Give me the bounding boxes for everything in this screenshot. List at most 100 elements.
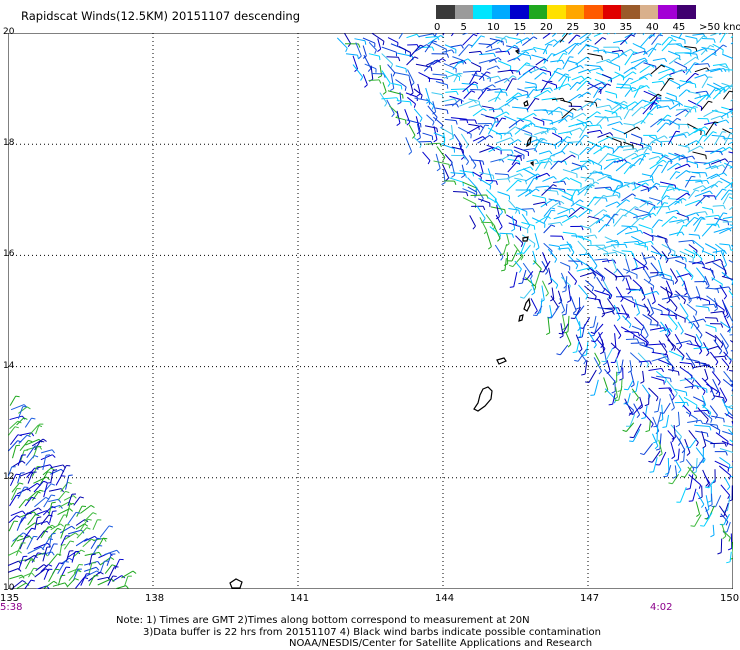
wind-barb-flag — [471, 90, 476, 93]
wind-barb — [73, 549, 82, 558]
longitude-label: 147 — [580, 593, 600, 604]
wind-barb — [593, 145, 607, 155]
wind-barb-flag — [482, 218, 486, 222]
wind-barb — [569, 177, 582, 184]
wind-barb-flag — [616, 201, 621, 206]
wind-barb-flag — [698, 484, 702, 489]
wind-barb — [587, 158, 602, 167]
wind-barb — [594, 258, 608, 261]
wind-barb-flag — [55, 568, 60, 571]
wind-barb — [345, 53, 358, 56]
wind-barb — [623, 268, 638, 276]
wind-barb-flag — [460, 44, 464, 49]
wind-barb — [471, 74, 484, 78]
wind-barb-flag — [678, 469, 682, 474]
wind-barb — [669, 102, 680, 110]
wind-barb-flag — [473, 99, 477, 104]
wind-barb — [627, 393, 631, 404]
wind-barb-flag — [677, 57, 682, 61]
wind-barb — [719, 177, 732, 185]
wind-barb-flag — [646, 342, 649, 347]
colorbar-label: 15 — [513, 22, 527, 33]
wind-barb — [494, 173, 509, 176]
wind-barb-flag — [588, 185, 593, 189]
wind-barb — [649, 164, 660, 178]
wind-barb — [710, 147, 724, 155]
wind-barb-flag — [533, 36, 538, 40]
wind-barb-flag — [455, 91, 459, 96]
wind-barb — [477, 87, 488, 100]
wind-barb — [685, 179, 701, 182]
wind-barb-flag — [459, 61, 464, 64]
wind-barb — [728, 151, 733, 154]
wind-barb — [688, 429, 699, 443]
wind-barb — [685, 459, 695, 470]
wind-barb — [640, 113, 650, 125]
wind-barb-flag — [656, 97, 661, 99]
wind-barb-flag — [568, 114, 573, 118]
wind-barb — [522, 168, 537, 177]
wind-barb — [63, 495, 74, 501]
wind-barb-flag — [583, 360, 587, 365]
wind-barb-flag — [400, 85, 403, 90]
wind-barb — [579, 160, 593, 162]
wind-barb — [517, 127, 532, 135]
wind-barb — [620, 48, 631, 55]
wind-barb — [615, 386, 618, 398]
wind-barb-flag — [580, 141, 583, 146]
wind-barb — [557, 136, 568, 148]
wind-barb-flag — [695, 311, 698, 316]
wind-barb — [723, 513, 730, 526]
wind-barb-flag — [645, 266, 649, 270]
wind-barb — [451, 124, 454, 139]
wind-barb — [18, 557, 33, 562]
wind-barb-flag — [45, 568, 50, 572]
wind-barb — [607, 176, 622, 183]
wind-barb — [727, 411, 733, 417]
wind-barb — [675, 170, 687, 179]
wind-barb-flag — [707, 500, 712, 503]
wind-barb — [695, 195, 707, 207]
wind-barb — [714, 85, 729, 92]
wind-barb-flag — [564, 331, 569, 334]
wind-barb — [41, 538, 50, 550]
wind-barb — [683, 56, 696, 66]
wind-barb — [469, 70, 477, 85]
wind-barb — [694, 63, 709, 66]
wind-barb — [533, 89, 548, 99]
wind-barb — [390, 73, 395, 89]
wind-barb — [643, 62, 656, 67]
wind-barb — [614, 349, 621, 363]
wind-barb-flag — [585, 295, 589, 300]
wind-barb — [503, 75, 514, 84]
wind-barb-flag — [706, 180, 710, 185]
wind-barb — [433, 116, 444, 126]
wind-barb — [648, 273, 663, 279]
wind-barb — [27, 514, 36, 526]
wind-barb — [459, 170, 473, 173]
wind-barb — [700, 183, 715, 192]
wind-barb — [10, 510, 23, 517]
latitude-label: 10 — [3, 583, 15, 593]
wind-barb-flag — [641, 417, 646, 420]
latitude-label: 16 — [3, 249, 15, 260]
wind-barb-flag — [431, 46, 435, 51]
wind-barb-flag — [595, 181, 600, 185]
wind-barb — [710, 158, 726, 165]
wind-barb-flag — [669, 184, 674, 187]
wind-barb-flag — [677, 117, 682, 121]
wind-barb — [661, 243, 676, 252]
wind-barb-flag — [606, 117, 609, 122]
wind-barb-flag — [615, 276, 618, 281]
wind-barb-flag — [497, 57, 502, 61]
wind-barb-flag — [542, 71, 547, 75]
wind-barb-flag — [713, 38, 716, 43]
wind-barb-flag — [658, 219, 663, 222]
wind-barb — [486, 144, 502, 151]
wind-barb-flag — [714, 337, 717, 342]
wind-barb-flag — [667, 251, 672, 255]
wind-barb — [524, 173, 538, 182]
wind-barb-flag — [367, 68, 372, 72]
wind-barb-flag — [599, 351, 604, 355]
wind-barb — [648, 387, 659, 398]
